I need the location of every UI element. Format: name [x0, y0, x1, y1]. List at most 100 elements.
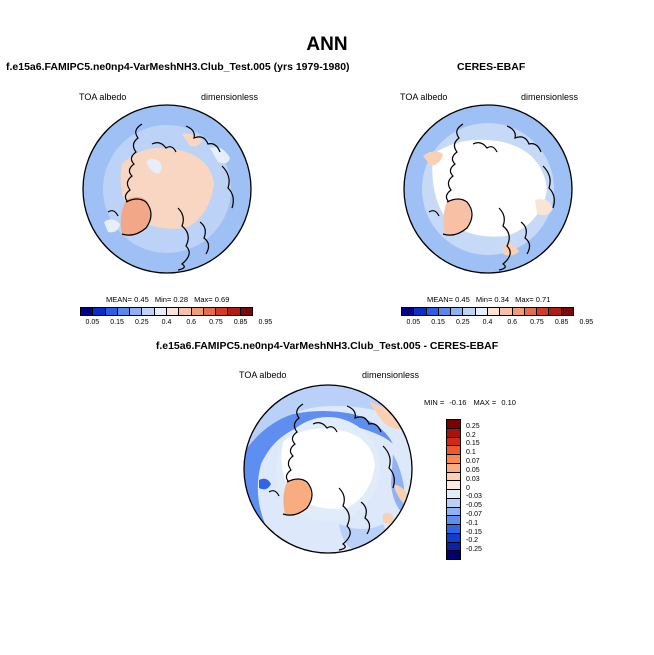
diff-colorbar-tick-label: -0.05 — [466, 502, 482, 510]
obs-colorbar — [401, 307, 574, 316]
obs-colorbar-tick-label: 0.75 — [530, 319, 544, 326]
diff-colorbar-cell — [447, 455, 460, 464]
obs-colorbar-cell — [426, 308, 439, 315]
test-colorbar-cell — [93, 308, 106, 315]
obs-colorbar-tick-label: 0.85 — [554, 319, 569, 326]
diff-colorbar-tick-label: 0.1 — [466, 449, 476, 457]
diff-colorbar-cell — [447, 428, 460, 438]
test-colorbar-cell — [81, 308, 94, 315]
diff-colorbar-cell — [447, 420, 460, 429]
test-variable-label: TOA albedo — [79, 92, 127, 102]
test-units-label: dimensionless — [201, 92, 259, 102]
obs-colorbar-cell — [549, 308, 562, 315]
diff-colorbar-cell — [447, 472, 460, 482]
diff-min-value: -0.16 — [449, 398, 467, 407]
test-coastlines — [107, 123, 234, 271]
figure-title: ANN — [306, 34, 348, 55]
test-map-border — [82, 104, 252, 274]
test-colorbar-cell — [130, 308, 143, 315]
obs-mean-value: 0.45 — [455, 295, 470, 304]
obs-colorbar-tick-label: 0.6 — [507, 319, 518, 326]
obs-map-greenland — [443, 199, 471, 236]
obs-colorbar-cell — [414, 308, 427, 315]
test-colorbar-tick-label: 0.85 — [233, 319, 248, 326]
diff-colorbar-cell — [447, 490, 460, 499]
obs-colorbar-cell — [524, 308, 538, 315]
test-colorbar — [80, 307, 253, 316]
test-colorbar-tick-label: 0.95 — [258, 319, 273, 326]
obs-panel-title: CERES-EBAF — [457, 61, 526, 73]
diff-colorbar-tick-label: -0.03 — [466, 493, 482, 501]
diff-colorbar-cell — [447, 551, 460, 559]
test-map-greenland — [120, 197, 151, 236]
test-colorbar-tick-label: 0.4 — [161, 319, 172, 326]
diff-colorbar-tick-label: -0.25 — [466, 546, 482, 554]
test-colorbar-cell — [154, 308, 167, 315]
test-colorbar-cell — [216, 308, 229, 315]
obs-colorbar-cell — [451, 308, 464, 315]
diff-colorbar-tick-label: -0.1 — [466, 519, 479, 527]
test-mean-label: MEAN= — [106, 295, 133, 304]
obs-colorbar-cell — [561, 308, 573, 315]
obs-colorbar-tick-label: 0.05 — [406, 319, 421, 326]
obs-colorbar-cell — [463, 308, 476, 315]
diff-colorbar-cell — [447, 507, 460, 517]
test-panel-title: f.e15a6.FAMIPC5.ne0np4-VarMeshNH3.Club_T… — [6, 61, 350, 73]
test-colorbar-tick-label: 0.15 — [110, 319, 124, 326]
test-colorbar-cell — [166, 308, 180, 315]
test-colorbar-tick-label: 0.6 — [186, 319, 197, 326]
obs-max-label: Max= — [515, 295, 534, 304]
diff-colorbar-tick-label: 0 — [466, 484, 470, 492]
diff-units-label: dimensionless — [362, 370, 420, 380]
test-colorbar-cell — [105, 308, 118, 315]
diff-colorbar-cell — [447, 525, 460, 534]
obs-variable-label: TOA albedo — [400, 92, 448, 102]
test-max-value: 0.69 — [214, 295, 230, 304]
test-min-label: Min= — [154, 295, 172, 304]
diff-map-border — [243, 384, 413, 554]
diff-coastlines — [268, 403, 395, 551]
diff-max-value: 0.10 — [501, 398, 516, 407]
diff-colorbar-tick-label: -0.07 — [466, 510, 482, 518]
diff-colorbar-tick-label: 0.05 — [466, 466, 480, 474]
diff-colorbar-tick-label: 0.2 — [466, 431, 476, 439]
diff-colorbar-cell — [447, 542, 460, 552]
diff-variable-label: TOA albedo — [239, 370, 287, 380]
test-colorbar-cell — [228, 308, 241, 315]
diff-colorbar-tick-label: 0.15 — [466, 440, 480, 448]
diff-colorbar-cell — [447, 498, 460, 508]
diff-colorbar-cell — [447, 463, 460, 473]
test-colorbar-cell — [191, 308, 204, 315]
diff-colorbar-cell — [447, 516, 460, 525]
obs-map-border — [403, 104, 573, 274]
test-colorbar-cell — [203, 308, 217, 315]
test-mean-value: 0.45 — [134, 295, 149, 304]
diff-colorbar-cell — [447, 437, 460, 447]
diff-colorbar-tick-label: 0.25 — [466, 422, 480, 430]
diff-colorbar-cell — [447, 533, 460, 543]
test-colorbar-cell — [179, 308, 192, 315]
diff-colorbar-cell — [447, 481, 460, 490]
test-min-value: 0.28 — [173, 295, 189, 304]
obs-colorbar-cell — [475, 308, 488, 315]
obs-min-label: Min= — [475, 295, 493, 304]
diff-min-label: MIN = — [424, 398, 445, 407]
test-max-label: Max= — [194, 295, 213, 304]
test-colorbar-tick-label: 0.05 — [85, 319, 100, 326]
diff-panel-title: f.e15a6.FAMIPC5.ne0np4-VarMeshNH3.Club_T… — [155, 340, 499, 352]
obs-max-value: 0.71 — [535, 295, 551, 304]
obs-polar-map — [403, 104, 573, 274]
obs-colorbar-cell — [537, 308, 550, 315]
obs-min-value: 0.34 — [494, 295, 510, 304]
test-colorbar-cell — [142, 308, 155, 315]
diff-colorbar-tick-label: 0.07 — [466, 458, 480, 466]
diff-colorbar — [446, 419, 461, 560]
test-colorbar-cell — [117, 308, 131, 315]
obs-units-label: dimensionless — [521, 92, 579, 102]
obs-colorbar-cell — [438, 308, 452, 315]
diff-colorbar-tick-label: 0.03 — [466, 475, 480, 483]
test-colorbar-tick-label: 0.75 — [209, 319, 223, 326]
diff-max-label: MAX = — [473, 398, 497, 407]
obs-colorbar-cell — [512, 308, 525, 315]
obs-colorbar-tick-label: 0.15 — [431, 319, 445, 326]
